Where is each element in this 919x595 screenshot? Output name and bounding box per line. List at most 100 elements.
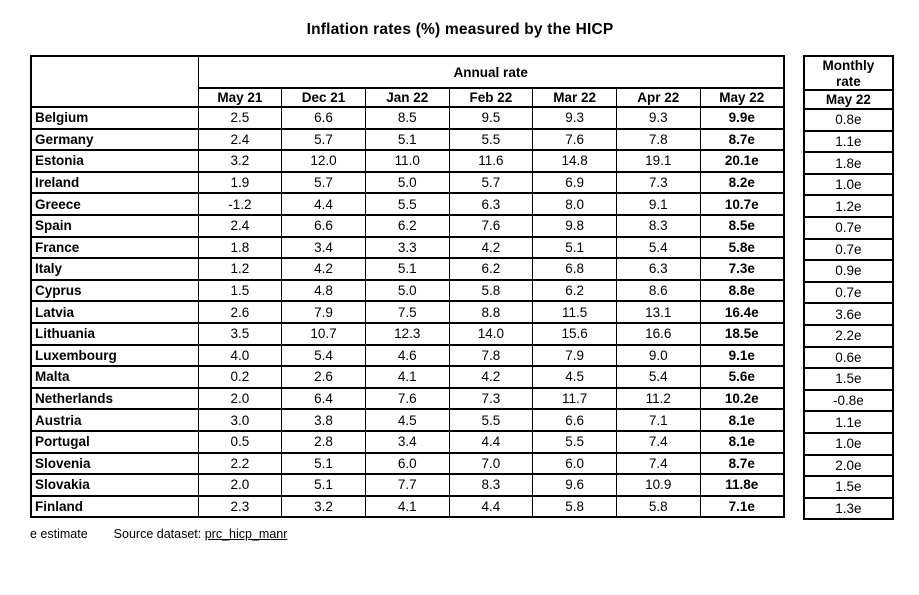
monthly-table-row: 0.9e	[803, 259, 894, 283]
month-header-feb22: Feb 22	[448, 87, 534, 108]
estimate-note: e estimate	[30, 527, 88, 542]
annual-value-cell: 5.5	[364, 192, 450, 216]
annual-value-cell: 5.7	[281, 170, 366, 195]
annual-value-cell: 7.1	[615, 408, 701, 432]
annual-value-cell: 4.8	[281, 278, 366, 303]
monthly-table-body: 0.8e 1.1e 1.8e 1.0e 1.2e 0.7e 0.7e 0.9e 0.7e 3.6e…	[803, 108, 894, 521]
monthly-table-row: 0.8e	[803, 108, 894, 132]
annual-value-cell: 16.4e	[699, 300, 785, 324]
monthly-group-header-row: Monthly rate	[803, 54, 894, 92]
monthly-table-row: 3.6e	[803, 302, 894, 326]
annual-value-cell: 2.4	[197, 127, 283, 152]
annual-value-cell: 8.1e	[699, 429, 785, 454]
month-header-apr22: Apr 22	[615, 87, 701, 108]
monthly-value-cell: 2.2e	[803, 323, 894, 348]
country-label: Portugal	[30, 429, 199, 454]
table-row: Greece -1.2 4.4 5.5 6.3 8.0 9.1 10.7e	[30, 192, 785, 216]
annual-value-cell: 7.3	[448, 386, 534, 411]
annual-value-cell: -1.2	[197, 192, 283, 216]
annual-value-cell: 5.1	[364, 257, 450, 281]
annual-value-cell: 7.5	[364, 300, 450, 324]
annual-value-cell: 8.3	[448, 473, 534, 497]
monthly-rate-header: Monthly rate	[803, 54, 894, 92]
monthly-table-row: 1.5e	[803, 475, 894, 499]
annual-value-cell: 5.6e	[699, 365, 785, 389]
annual-value-cell: 5.8	[615, 494, 701, 519]
annual-value-cell: 18.5e	[699, 321, 785, 346]
country-label: Italy	[30, 257, 199, 281]
table-row: Austria 3.0 3.8 4.5 5.5 6.6 7.1 8.1e	[30, 408, 785, 432]
monthly-table-row: 1.0e	[803, 172, 894, 197]
monthly-value-cell: 0.7e	[803, 216, 894, 240]
monthly-table-row: 1.2e	[803, 194, 894, 218]
monthly-value-cell: 1.1e	[803, 410, 894, 434]
annual-value-cell: 14.8	[532, 149, 617, 173]
annual-value-cell: 4.2	[448, 365, 534, 389]
annual-value-cell: 2.6	[281, 365, 366, 389]
annual-value-cell: 3.8	[281, 408, 366, 432]
annual-value-cell: 5.7	[448, 170, 534, 195]
annual-value-cell: 6.3	[615, 257, 701, 281]
annual-value-cell: 8.8	[448, 300, 534, 324]
annual-value-cell: 8.5e	[699, 213, 785, 238]
annual-value-cell: 1.8	[197, 235, 283, 260]
annual-value-cell: 3.5	[197, 321, 283, 346]
monthly-rate-table: Monthly rate May 22 0.8e 1.1e 1.8e 1.0e 1.2e 0…	[802, 54, 894, 521]
country-label: Slovakia	[30, 473, 199, 497]
annual-value-cell: 5.4	[615, 235, 701, 260]
annual-value-cell: 5.8	[448, 278, 534, 303]
annual-value-cell: 5.4	[281, 343, 366, 368]
annual-value-cell: 7.3e	[699, 257, 785, 281]
monthly-value-cell: 0.7e	[803, 237, 894, 262]
annual-months-header-row: May 21 Dec 21 Jan 22 Feb 22 Mar 22 Apr 2…	[31, 87, 785, 108]
table-row: Portugal 0.5 2.8 3.4 4.4 5.5 7.4 8.1e	[30, 429, 785, 454]
annual-value-cell: 6.2	[448, 257, 534, 281]
annual-value-cell: 6.0	[364, 451, 450, 476]
annual-value-cell: 9.3	[615, 106, 701, 130]
annual-value-cell: 9.6	[532, 473, 617, 497]
annual-value-cell: 5.1	[364, 127, 450, 152]
monthly-table-row: 1.0e	[803, 431, 894, 456]
monthly-month-header-row: May 22	[803, 89, 894, 111]
annual-value-cell: 9.0	[615, 343, 701, 368]
annual-value-cell: 2.5	[197, 106, 283, 130]
annual-value-cell: 2.6	[197, 300, 283, 324]
annual-value-cell: 5.0	[364, 170, 450, 195]
annual-value-cell: 5.0	[364, 278, 450, 303]
annual-value-cell: 5.1	[532, 235, 617, 260]
annual-value-cell: 5.1	[281, 451, 366, 476]
annual-value-cell: 2.3	[197, 494, 283, 519]
annual-value-cell: 9.1	[615, 192, 701, 216]
annual-value-cell: 1.9	[197, 170, 283, 195]
table-row: France 1.8 3.4 3.3 4.2 5.1 5.4 5.8e	[30, 235, 785, 260]
monthly-value-cell: 1.2e	[803, 194, 894, 218]
page: Inflation rates (%) measured by the HICP…	[30, 21, 894, 542]
monthly-table-row: 0.7e	[803, 280, 894, 305]
month-header-mar22: Mar 22	[532, 87, 617, 108]
table-row: Germany 2.4 5.7 5.1 5.5 7.6 7.8 8.7e	[30, 127, 785, 152]
country-label: Finland	[30, 494, 199, 519]
monthly-table-row: 1.1e	[803, 129, 894, 154]
annual-value-cell: 0.2	[197, 365, 283, 389]
monthly-value-cell: 2.0e	[803, 453, 894, 478]
table-row: Italy 1.2 4.2 5.1 6.2 6.8 6.3 7.3e	[30, 257, 785, 281]
monthly-table-row: 2.0e	[803, 453, 894, 478]
annual-value-cell: 4.1	[364, 494, 450, 519]
annual-value-cell: 6.4	[281, 386, 366, 411]
annual-value-cell: 2.8	[281, 429, 366, 454]
monthly-value-cell: 1.1e	[803, 129, 894, 154]
source-link[interactable]: prc_hicp_manr	[204, 527, 288, 542]
annual-value-cell: 11.7	[532, 386, 617, 411]
table-row: Estonia 3.2 12.0 11.0 11.6 14.8 19.1 20.1e	[30, 149, 785, 173]
corner-cell	[30, 55, 199, 108]
country-label: Ireland	[30, 170, 199, 195]
annual-value-cell: 5.7	[281, 127, 366, 152]
annual-value-cell: 10.2e	[699, 386, 785, 411]
table-row: Lithuania 3.5 10.7 12.3 14.0 15.6 16.6 18.5e	[30, 321, 785, 346]
country-label: Slovenia	[30, 451, 199, 476]
month-header-dec21: Dec 21	[281, 87, 366, 108]
monthly-table-row: 0.7e	[803, 216, 894, 240]
monthly-value-cell: 0.9e	[803, 259, 894, 283]
country-label: Malta	[30, 365, 199, 389]
annual-value-cell: 7.9	[532, 343, 617, 368]
